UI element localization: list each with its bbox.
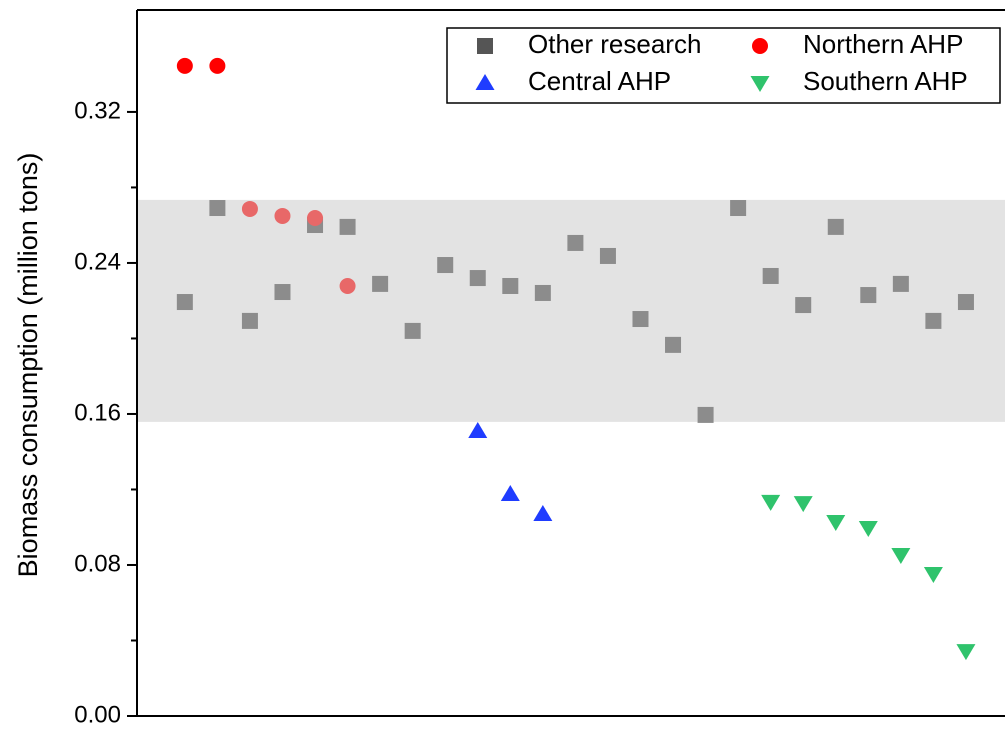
point (750, 76, 770, 92)
point (209, 57, 226, 74)
point (665, 336, 682, 353)
point (339, 277, 356, 294)
point (957, 294, 974, 311)
y-axis-label: Biomass consumption (million tons) (13, 153, 43, 578)
point (475, 74, 495, 90)
point (176, 57, 193, 74)
point (241, 200, 258, 217)
point (209, 200, 226, 217)
point (372, 275, 389, 292)
point (502, 277, 519, 294)
point (860, 287, 877, 304)
legend-label: Other research (528, 29, 701, 59)
point (892, 275, 909, 292)
point (925, 312, 942, 329)
point (858, 520, 878, 537)
point (793, 496, 813, 513)
point (730, 200, 747, 217)
point (534, 284, 551, 301)
point (826, 514, 846, 531)
y-tick-label: 0.16 (74, 399, 121, 426)
point (632, 311, 649, 328)
point (404, 322, 421, 339)
legend-box (446, 27, 1001, 104)
point (437, 257, 454, 274)
y-tick-label: 0.00 (74, 701, 121, 727)
point (599, 247, 616, 264)
point (956, 644, 976, 661)
y-tick-label: 0.32 (74, 97, 121, 124)
point (567, 234, 584, 251)
point (307, 210, 324, 227)
point (827, 218, 844, 235)
legend: Other research Northern AHP Central AHP Sou… (446, 27, 1001, 104)
point (923, 567, 943, 584)
point (274, 207, 291, 224)
point (891, 547, 911, 564)
point (274, 284, 291, 301)
point (533, 505, 553, 522)
point (468, 421, 488, 438)
point (469, 270, 486, 287)
point (752, 38, 768, 54)
point (477, 38, 493, 54)
y-tick-label: 0.08 (74, 550, 121, 577)
point (339, 218, 356, 235)
y-tick-label: 0.24 (74, 248, 121, 275)
legend-label: Northern AHP (803, 29, 963, 59)
point (241, 312, 258, 329)
point (697, 406, 714, 423)
point (761, 494, 781, 511)
point (176, 294, 193, 311)
point (795, 297, 812, 314)
point (762, 267, 779, 284)
point (500, 485, 520, 502)
legend-label: Southern AHP (803, 66, 968, 96)
legend-label: Central AHP (528, 66, 671, 96)
range-band (137, 199, 1005, 422)
